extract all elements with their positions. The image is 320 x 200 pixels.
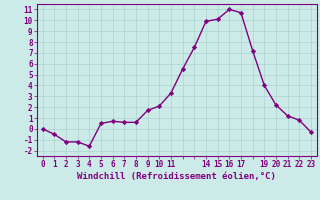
X-axis label: Windchill (Refroidissement éolien,°C): Windchill (Refroidissement éolien,°C) [77,172,276,181]
